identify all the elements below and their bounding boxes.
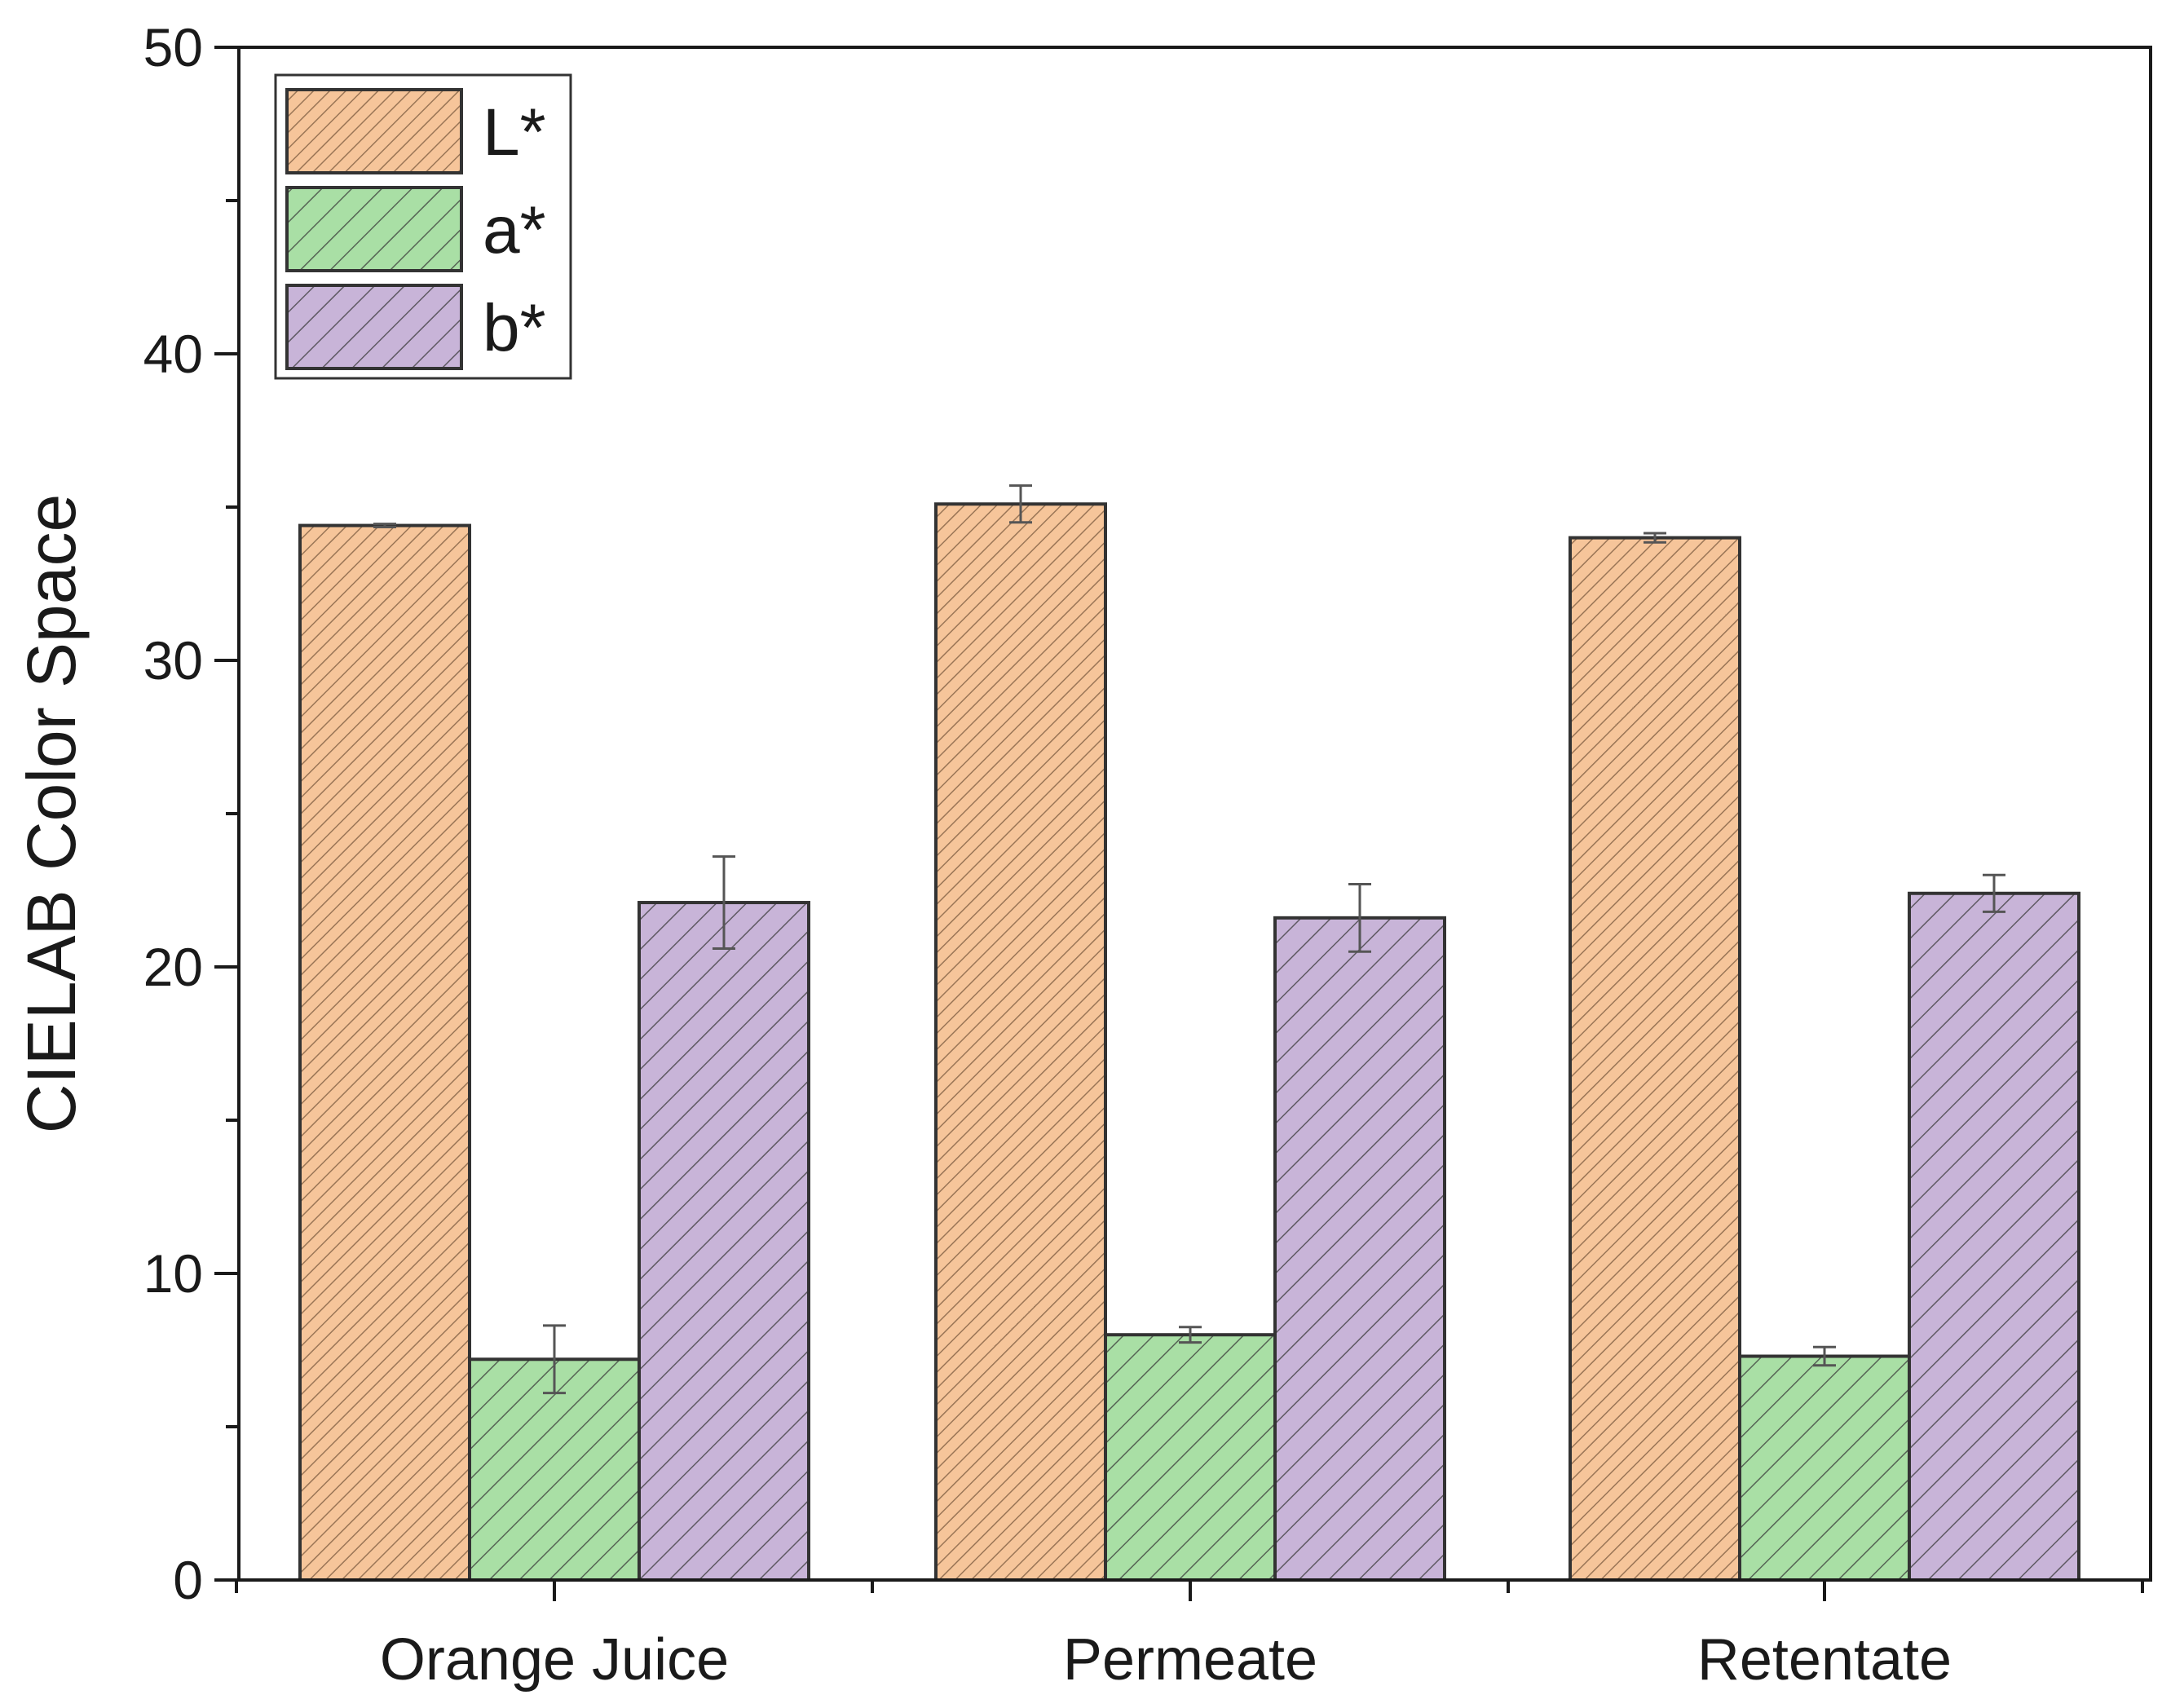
legend-swatch-hatch-b-star <box>285 284 463 370</box>
legend-swatch-hatch-l-star <box>285 88 463 174</box>
legend-swatch-hatch-a-star <box>285 186 463 272</box>
y-tick-label-30: 30 <box>143 630 203 691</box>
error-bar-l-star-permeate <box>1009 484 1032 524</box>
y-tick-label-0: 0 <box>173 1550 203 1610</box>
y-tick-label-10: 10 <box>143 1243 203 1304</box>
error-bar-a-star-permeate <box>1179 1326 1202 1344</box>
y-tick-label-50: 50 <box>143 17 203 77</box>
y-tick-label-40: 40 <box>143 324 203 384</box>
legend-label-b-star: b* <box>483 291 546 365</box>
error-bar-b-star-permeate <box>1348 882 1371 953</box>
error-bar-b-star-orange-juice <box>713 855 735 950</box>
bar-hatch-a-star-permeate <box>1104 1333 1277 1582</box>
bar-hatch-l-star-permeate <box>934 502 1107 1582</box>
x-tick-label-permeate: Permeate <box>1063 1627 1317 1693</box>
x-tick-label-orange-juice: Orange Juice <box>380 1627 729 1693</box>
legend-label-l-star: L* <box>483 95 546 170</box>
y-axis-title: CIELAB Color Space <box>13 494 90 1133</box>
y-tick-label-20: 20 <box>143 937 203 997</box>
legend-label-a-star: a* <box>483 193 546 267</box>
bar-hatch-l-star-retentate <box>1569 536 1741 1582</box>
bar-hatch-l-star-orange-juice <box>298 523 471 1582</box>
bar-hatch-b-star-permeate <box>1273 916 1446 1582</box>
error-bar-a-star-retentate <box>1813 1345 1836 1367</box>
error-bar-b-star-retentate <box>1983 873 2005 913</box>
error-bar-l-star-retentate <box>1644 532 1666 544</box>
error-bar-a-star-orange-juice <box>543 1324 566 1395</box>
bar-hatch-a-star-retentate <box>1738 1354 1911 1582</box>
bar-hatch-b-star-orange-juice <box>638 901 810 1582</box>
x-tick-label-retentate: Retentate <box>1697 1627 1952 1693</box>
bar-hatch-b-star-retentate <box>1908 891 2080 1582</box>
error-bar-l-star-orange-juice <box>373 523 396 528</box>
legend: L* a* b* <box>274 73 572 380</box>
